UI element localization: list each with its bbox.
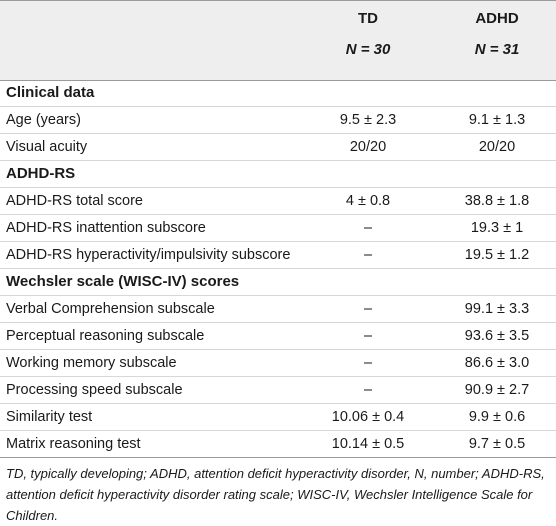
table-row: Verbal Comprehension subscale – 99.1 ± 3.3: [0, 296, 556, 323]
td-value-cell: 10.06 ± 0.4: [331, 409, 405, 425]
adhd-value-cell: 9.1 ± 1.3: [468, 112, 526, 128]
row-label: Similarity test: [6, 409, 93, 425]
adhd-value-cell: 9.9 ± 0.6: [468, 409, 526, 425]
td-value-cell: –: [363, 220, 373, 236]
table-row: Similarity test 10.06 ± 0.4 9.9 ± 0.6: [0, 404, 556, 431]
adhd-value-cell: 20/20: [478, 139, 516, 155]
table-footnote: TD, typically developing; ADHD, attentio…: [6, 466, 545, 523]
adhd-value-cell: 19.5 ± 1.2: [464, 247, 530, 263]
adhd-value-cell: 19.3 ± 1: [470, 220, 524, 236]
adhd-value-cell: 86.6 ± 3.0: [464, 355, 530, 371]
table-header: TD N = 30 ADHD N = 31: [0, 0, 556, 81]
adhd-group-label: ADHD: [475, 10, 519, 27]
table-row: Working memory subscale – 86.6 ± 3.0: [0, 350, 556, 377]
adhd-value-cell: 90.9 ± 2.7: [464, 382, 530, 398]
row-label: Working memory subscale: [6, 355, 177, 371]
table-row: Matrix reasoning test 10.14 ± 0.5 9.7 ± 0.…: [0, 431, 556, 458]
section-title: ADHD-RS: [6, 165, 76, 182]
td-value-cell: 9.5 ± 2.3: [339, 112, 397, 128]
section-header-row: ADHD-RS: [0, 161, 556, 188]
td-value-cell: –: [363, 247, 373, 263]
td-value-cell: –: [363, 355, 373, 371]
row-label: ADHD-RS total score: [6, 193, 143, 209]
adhd-value-cell: 99.1 ± 3.3: [464, 301, 530, 317]
td-sample-size: N = 30: [345, 41, 391, 58]
td-group-label: TD: [358, 10, 378, 27]
row-label: Visual acuity: [6, 139, 88, 155]
td-value-cell: 10.14 ± 0.5: [331, 436, 405, 452]
table-row: ADHD-RS inattention subscore – 19.3 ± 1: [0, 215, 556, 242]
adhd-value-cell: 93.6 ± 3.5: [464, 328, 530, 344]
row-label: Verbal Comprehension subscale: [6, 301, 215, 317]
row-label: Processing speed subscale: [6, 382, 183, 398]
data-table: TD N = 30 ADHD N = 31 Clinical data Age (…: [0, 0, 556, 458]
section-title: Wechsler scale (WISC-IV) scores: [6, 273, 240, 290]
section-title: Clinical data: [6, 84, 95, 101]
td-value-cell: –: [363, 301, 373, 317]
table-row: ADHD-RS total score 4 ± 0.8 38.8 ± 1.8: [0, 188, 556, 215]
row-label: Matrix reasoning test: [6, 436, 141, 452]
td-value-cell: –: [363, 382, 373, 398]
table-row: Perceptual reasoning subscale – 93.6 ± 3.5: [0, 323, 556, 350]
table-row: Age (years) 9.5 ± 2.3 9.1 ± 1.3: [0, 107, 556, 134]
adhd-sample-size: N = 31: [474, 41, 520, 58]
table-row: Processing speed subscale – 90.9 ± 2.7: [0, 377, 556, 404]
td-value-cell: –: [363, 328, 373, 344]
row-label: ADHD-RS hyperactivity/impulsivity subsco…: [6, 247, 291, 263]
section-header-row: Clinical data: [0, 80, 556, 107]
row-label: ADHD-RS inattention subscore: [6, 220, 206, 236]
section-header-row: Wechsler scale (WISC-IV) scores: [0, 269, 556, 296]
row-label: Perceptual reasoning subscale: [6, 328, 205, 344]
td-value-cell: 20/20: [349, 139, 387, 155]
table-row: Visual acuity 20/20 20/20: [0, 134, 556, 161]
td-value-cell: 4 ± 0.8: [345, 193, 391, 209]
table-row: ADHD-RS hyperactivity/impulsivity subsco…: [0, 242, 556, 269]
adhd-value-cell: 38.8 ± 1.8: [464, 193, 530, 209]
row-label: Age (years): [6, 112, 81, 128]
table-body: Clinical data Age (years) 9.5 ± 2.3 9.1 ± 1…: [0, 80, 556, 458]
adhd-value-cell: 9.7 ± 0.5: [468, 436, 526, 452]
